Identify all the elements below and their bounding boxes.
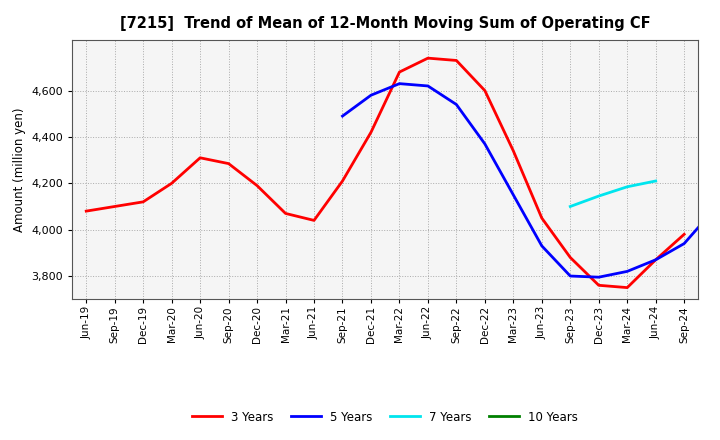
Y-axis label: Amount (million yen): Amount (million yen): [13, 107, 26, 231]
Legend: 3 Years, 5 Years, 7 Years, 10 Years: 3 Years, 5 Years, 7 Years, 10 Years: [187, 406, 583, 428]
Title: [7215]  Trend of Mean of 12-Month Moving Sum of Operating CF: [7215] Trend of Mean of 12-Month Moving …: [120, 16, 650, 32]
